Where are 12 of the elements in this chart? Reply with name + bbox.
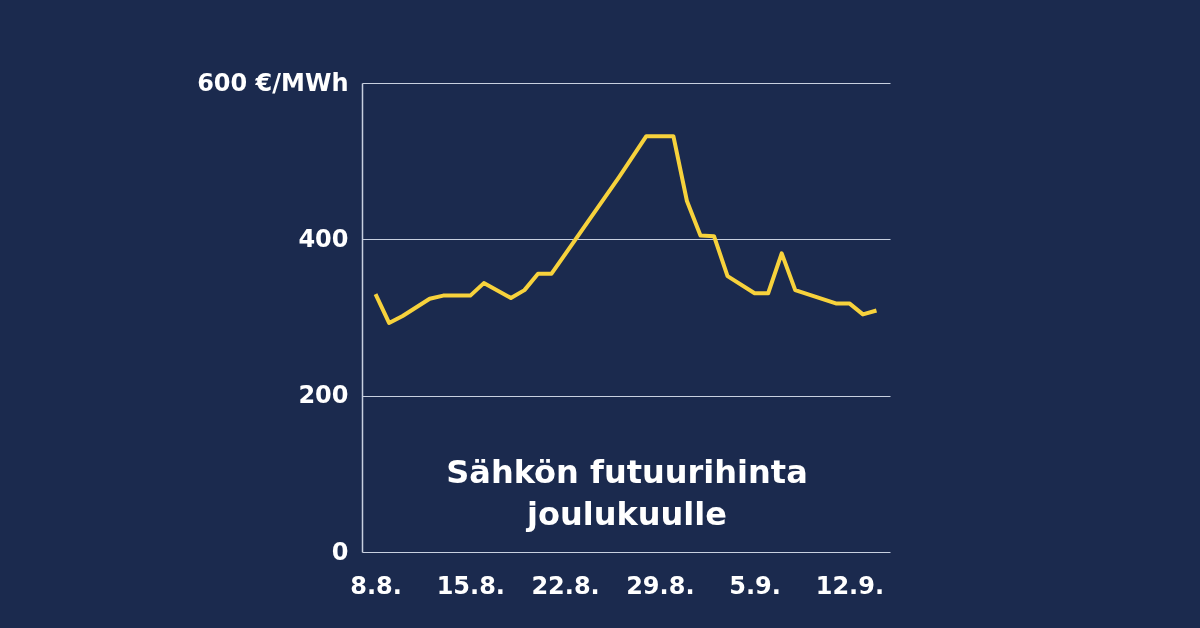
- y-tick-label: 400: [298, 224, 349, 253]
- text: Sähkön futuurihinta joulukuulle: [446, 453, 808, 533]
- y-tick-label: 200: [298, 381, 349, 410]
- x-tick-label: 12.9.: [815, 571, 885, 600]
- x-tick-label: 22.8.: [531, 571, 600, 600]
- x-tick-label: 8.8.: [350, 571, 402, 600]
- x-tick-label: 15.8.: [436, 571, 505, 600]
- x-tick-label: 5.9.: [729, 571, 781, 600]
- y-tick-label: 0: [331, 537, 349, 566]
- line-series: [373, 134, 879, 325]
- y-tick-label: 600 €/MWh: [197, 68, 349, 97]
- x-tick-label: 29.8.: [626, 571, 695, 600]
